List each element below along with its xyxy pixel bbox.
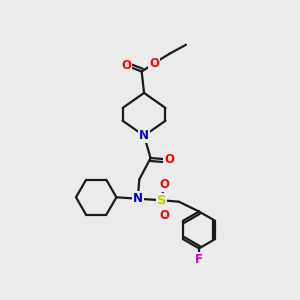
- Text: N: N: [133, 192, 143, 205]
- Text: F: F: [195, 253, 203, 266]
- Text: O: O: [159, 178, 169, 191]
- Text: O: O: [149, 57, 159, 70]
- Text: S: S: [157, 194, 166, 207]
- Text: O: O: [164, 153, 174, 166]
- Text: O: O: [159, 209, 169, 222]
- Text: N: N: [139, 129, 149, 142]
- Text: O: O: [121, 59, 131, 72]
